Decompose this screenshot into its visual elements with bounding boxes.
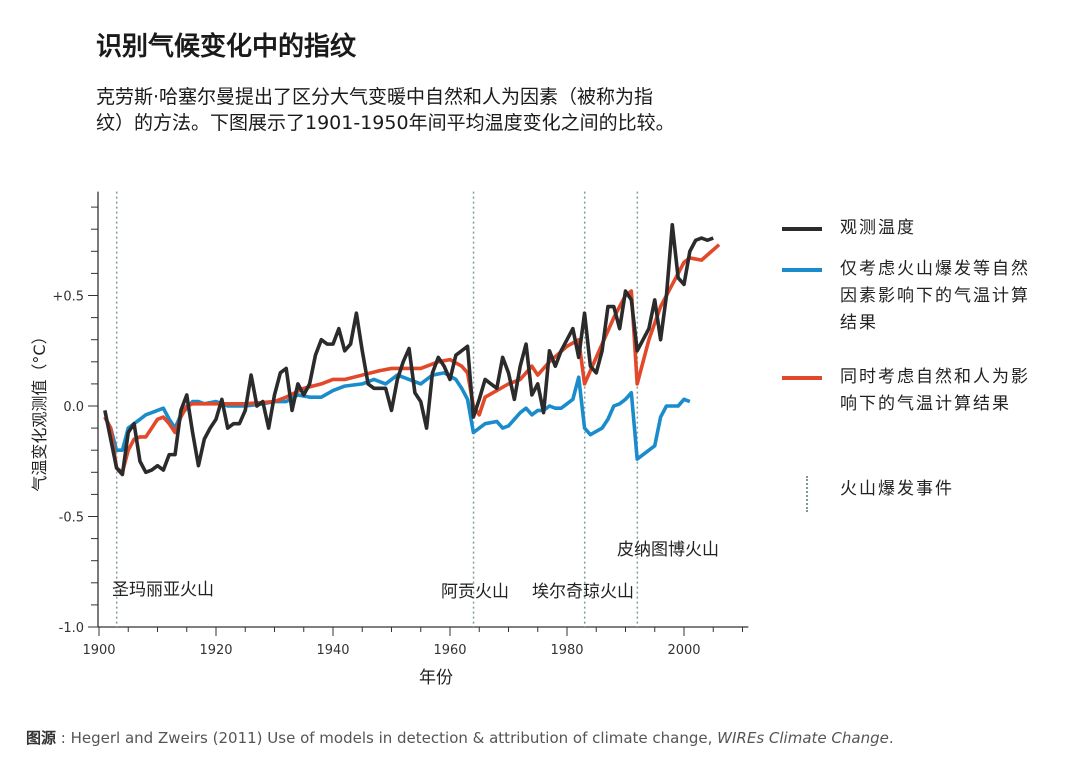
page-title: 识别气候变化中的指纹 [96, 32, 357, 62]
x-tick-label: 1980 [550, 643, 583, 658]
source-label: 图源 [26, 729, 57, 747]
series-lines [103, 222, 721, 477]
y-tick-label: +0.5 [52, 290, 84, 305]
series-line-0 [103, 222, 714, 477]
x-tick-label: 1960 [433, 643, 466, 658]
x-axis-label: 年份 [419, 668, 453, 688]
source-journal: WIREs Climate Change [717, 729, 889, 747]
page-subtitle: 克劳斯·哈塞尔曼提出了区分大气变暖中自然和人为因素（被称为指纹）的方法。下图展示… [96, 86, 675, 134]
legend-swatch [782, 376, 822, 380]
volcano-event-label: 阿贡火山 [441, 582, 509, 602]
legend-label: 观测温度 [840, 218, 916, 238]
x-tick-label: 1920 [199, 643, 232, 658]
source-note: 图源 : Hegerl and Zweirs (2011) Use of mod… [26, 727, 894, 748]
y-tick-label: 0.0 [63, 400, 84, 415]
y-axis-label: 气温变化观测值（°C） [30, 328, 49, 491]
legend-swatch [782, 268, 822, 272]
x-tick-label: 2000 [667, 643, 700, 658]
legend-label: 仅考虑火山爆发等自然因素影响下的气温计算结果 [840, 259, 1030, 333]
legend-label: 火山爆发事件 [840, 479, 954, 499]
legend-label: 同时考虑自然和人为影响下的气温计算结果 [840, 367, 1030, 414]
source-text: : Hegerl and Zweirs (2011) Use of models… [56, 729, 718, 747]
axes: +0.5 0.0 -0.5 -1.0 1900 1920 1940 1960 1980 2000 [52, 191, 749, 658]
y-tick-label: -1.0 [59, 621, 84, 636]
x-tick-label: 1900 [82, 643, 115, 658]
labels: 圣玛丽亚火山 阿贡火山 埃尔奇琼火山 皮纳图博火山 [112, 540, 719, 602]
series-line-2 [103, 243, 721, 475]
legend-swatch-dotted [806, 476, 808, 512]
y-tick-label: -0.5 [59, 511, 84, 526]
volcano-event-label: 埃尔奇琼火山 [532, 582, 634, 602]
x-tick-label: 1940 [316, 643, 349, 658]
volcano-event-label: 圣玛丽亚火山 [112, 580, 214, 600]
legend-swatch [782, 227, 822, 231]
source-end: . [888, 729, 894, 747]
volcano-event-label: 皮纳图博火山 [617, 540, 719, 560]
